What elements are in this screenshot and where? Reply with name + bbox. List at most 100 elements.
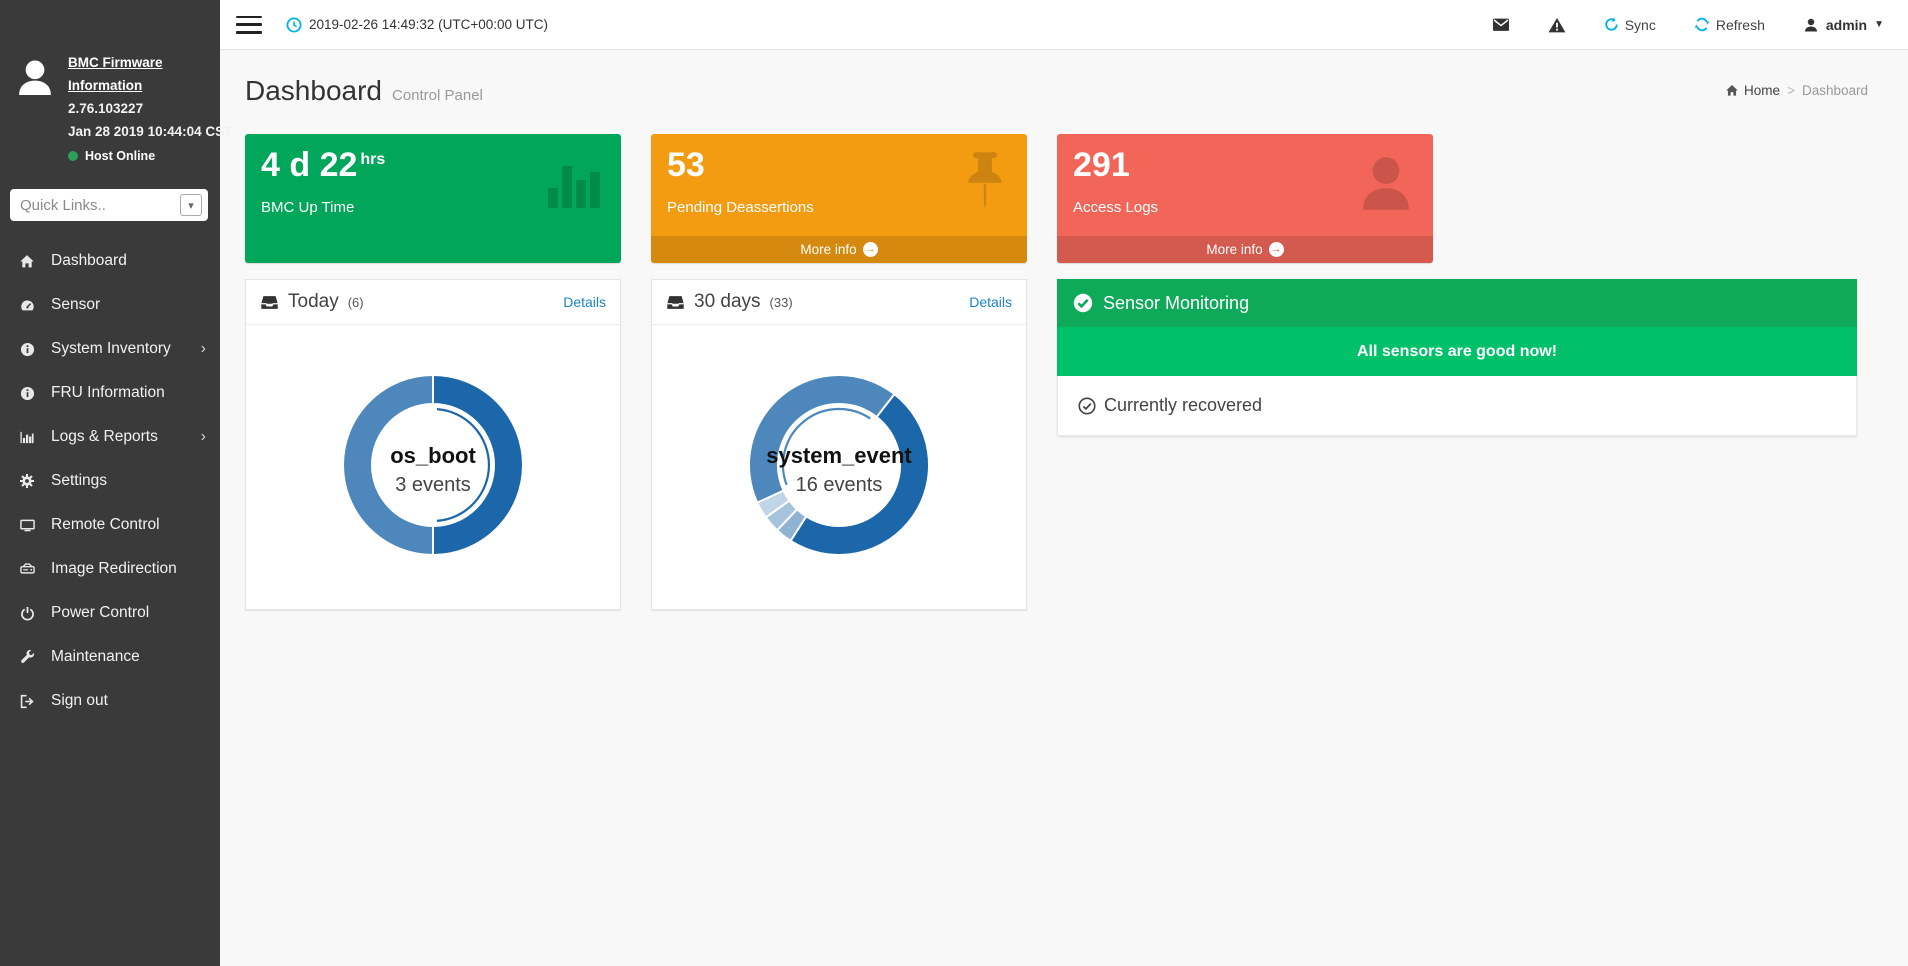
sidebar-item-label: Sign out [51,692,108,709]
summary-cards-row: 4 d 22 hrs BMC Up Time 53 Pending Deassertio… [245,134,1868,263]
gauge-icon [17,298,37,313]
sensor-status-message: All sensors are good now! [1057,327,1857,376]
drive-icon [17,562,37,577]
info-icon [17,342,37,357]
page-subtitle: Control Panel [391,87,483,104]
chevron-right-icon: › [200,428,206,445]
host-online-dot-icon [68,151,78,162]
arrow-circle-right-icon: → [1268,242,1284,257]
host-status-label: Host Online [85,148,156,163]
home-icon [1725,84,1739,97]
sidebar-item-label: System Inventory [51,340,171,357]
donut-center-title: system_event [766,443,912,468]
sidebar-item-label: Image Redirection [51,560,177,577]
sidebar-item-label: FRU Information [51,384,165,401]
donut-chart[interactable]: os_boot 3 events [333,365,533,565]
check-circle-outline-icon [1078,396,1096,415]
sidebar-item-settings[interactable]: Settings [0,459,220,503]
timestamp-label: 2019-02-26 14:49:32 (UTC+00:00 UTC) [309,17,549,32]
caret-down-icon: ▼ [1874,19,1884,30]
host-status: Host Online [68,146,232,167]
sidebar-item-label: Dashboard [51,252,127,269]
user-panel: BMC Firmware Information 2.76.103227 Jan… [0,0,232,167]
power-icon [17,606,37,621]
inbox-icon [666,294,685,311]
breadcrumb-home-label: Home [1744,83,1781,98]
refresh-icon [1694,17,1710,32]
card-unit: hrs [360,150,386,168]
breadcrumb-home-link[interactable]: Home [1725,83,1780,98]
breadcrumb-separator: > [1787,83,1795,98]
donut-chart[interactable]: system_event 16 events [739,365,939,565]
signout-icon [17,694,37,709]
sidebar-item-label: Maintenance [51,648,140,665]
sidebar-item-image-redirection[interactable]: Image Redirection [0,547,220,591]
details-link[interactable]: Details [969,294,1012,310]
quick-links-select[interactable]: Quick Links.. ▾ [10,189,208,221]
donut-center-subtitle: 16 events [796,474,883,496]
sidebar-item-label: Remote Control [51,516,160,533]
chevron-right-icon: › [200,340,206,357]
sensor-monitoring-panel: Sensor Monitoring All sensors are good n… [1057,279,1857,436]
sensor-recovered-row: Currently recovered [1057,376,1857,436]
panel-event-count: (6) [347,294,364,310]
quick-links-placeholder: Quick Links.. [20,196,106,214]
card-label: Pending Deassertions [667,198,814,216]
messages-envelope-icon[interactable] [1492,17,1510,32]
inbox-icon [260,294,279,311]
more-info-link[interactable]: More info → [651,236,1027,263]
card-value: 291 [1073,146,1130,184]
sidebar-item-label: Sensor [51,296,101,313]
clock-icon [286,17,302,33]
events-panel-today: Today (6) Details os_boot 3 events [245,279,621,610]
content-header: Dashboard Control Panel Home > Dashboard [220,51,1908,107]
details-link[interactable]: Details [563,294,606,310]
chevron-down-icon: ▾ [180,194,202,216]
donut-center-subtitle: 3 events [395,474,471,496]
sync-label: Sync [1624,16,1656,33]
sidebar-item-fru-information[interactable]: FRU Information [0,371,220,415]
refresh-button[interactable]: Refresh [1694,17,1765,33]
more-info-label: More info [1206,242,1263,257]
user-icon [1803,17,1819,33]
sensor-panel-title: Sensor Monitoring [1103,292,1250,313]
card-bmc-uptime: 4 d 22 hrs BMC Up Time [245,134,621,263]
panel-event-count: (33) [769,294,793,310]
breadcrumb-current: Dashboard [1801,83,1868,98]
panel-title: Today [288,291,339,312]
sidebar-item-label: Settings [51,472,108,489]
sensor-recovered-label: Currently recovered [1104,395,1263,415]
monitor-icon [17,518,37,533]
sidebar-item-dashboard[interactable]: Dashboard [0,239,220,283]
sensor-panel-header: Sensor Monitoring [1057,279,1857,327]
sidebar-item-label: Logs & Reports [51,428,158,445]
topbar: 2019-02-26 14:49:32 (UTC+00:00 UTC) Sync… [220,0,1908,50]
sidebar-item-sign-out[interactable]: Sign out [0,679,220,723]
more-info-label: More info [800,242,857,257]
more-info-link[interactable]: More info → [1057,236,1433,263]
wrench-icon [17,649,37,665]
sidebar-item-power-control[interactable]: Power Control [0,591,220,635]
chart-bar-icon [17,430,37,445]
refresh-label: Refresh [1715,16,1765,33]
card-pending-deassertions: 53 Pending Deassertions More info → [651,134,1027,263]
sidebar-item-sensor[interactable]: Sensor [0,283,220,327]
card-value: 4 d 22 hrs [261,146,386,184]
user-menu[interactable]: admin ▼ [1803,17,1884,33]
bar-chart-solid-icon [541,150,607,208]
hamburger-menu-icon[interactable] [236,15,262,34]
sidebar-item-maintenance[interactable]: Maintenance [0,635,220,679]
firmware-build-date: Jan 28 2019 10:44:04 CST [68,123,233,139]
info-icon [17,386,37,401]
panel-title: 30 days [694,291,761,312]
sidebar-item-remote-control[interactable]: Remote Control [0,503,220,547]
alerts-warning-icon[interactable] [1548,17,1566,33]
sidebar-item-logs-reports[interactable]: Logs & Reports › [0,415,220,459]
firmware-version: 2.76.103227 [68,100,144,116]
gear-icon [17,473,37,489]
sync-button[interactable]: Sync [1604,17,1656,33]
sidebar-item-label: Power Control [51,604,150,621]
sidebar-item-system-inventory[interactable]: System Inventory › [0,327,220,371]
bmc-firmware-info-link[interactable]: BMC Firmware Information [68,55,163,93]
